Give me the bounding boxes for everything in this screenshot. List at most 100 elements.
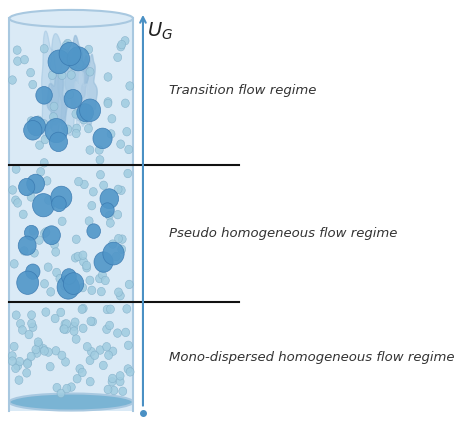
Circle shape: [80, 99, 100, 121]
Circle shape: [46, 363, 54, 371]
Circle shape: [119, 387, 127, 396]
Bar: [9, 18, 133, 411]
Circle shape: [118, 40, 126, 49]
Circle shape: [72, 335, 80, 343]
Circle shape: [116, 378, 124, 386]
Circle shape: [40, 347, 48, 355]
Circle shape: [30, 249, 38, 257]
Circle shape: [118, 245, 126, 254]
Circle shape: [64, 39, 72, 48]
Circle shape: [29, 323, 37, 332]
Circle shape: [126, 368, 134, 376]
Circle shape: [49, 132, 67, 151]
Circle shape: [112, 252, 120, 261]
Circle shape: [40, 159, 48, 167]
Circle shape: [72, 254, 79, 262]
Circle shape: [58, 351, 66, 360]
Circle shape: [16, 357, 24, 366]
Circle shape: [96, 274, 103, 283]
Circle shape: [123, 305, 131, 313]
Circle shape: [87, 317, 95, 326]
Circle shape: [74, 177, 82, 186]
Circle shape: [86, 146, 94, 154]
Circle shape: [42, 228, 50, 236]
Circle shape: [115, 288, 122, 296]
Circle shape: [73, 235, 80, 244]
Circle shape: [13, 46, 21, 54]
Circle shape: [103, 242, 124, 265]
Circle shape: [124, 365, 132, 373]
Circle shape: [96, 156, 104, 164]
Circle shape: [88, 201, 96, 210]
Circle shape: [123, 127, 131, 136]
Circle shape: [45, 196, 53, 204]
Circle shape: [52, 196, 66, 211]
Circle shape: [82, 261, 91, 270]
Circle shape: [32, 345, 40, 354]
Circle shape: [103, 342, 110, 351]
Circle shape: [86, 356, 94, 365]
Circle shape: [89, 187, 97, 196]
Circle shape: [61, 320, 69, 329]
Circle shape: [118, 235, 126, 243]
Circle shape: [95, 146, 103, 154]
Circle shape: [113, 329, 121, 337]
Circle shape: [49, 112, 57, 121]
Circle shape: [34, 116, 42, 124]
Circle shape: [79, 251, 87, 260]
Circle shape: [66, 90, 73, 99]
Circle shape: [85, 45, 93, 54]
Circle shape: [87, 224, 100, 239]
Circle shape: [80, 257, 88, 266]
Circle shape: [109, 347, 117, 356]
Circle shape: [105, 351, 113, 360]
Circle shape: [117, 140, 125, 148]
Circle shape: [44, 348, 52, 356]
Circle shape: [79, 324, 87, 332]
Polygon shape: [42, 31, 59, 138]
Circle shape: [62, 41, 70, 49]
Circle shape: [10, 260, 18, 268]
Circle shape: [124, 341, 132, 350]
Circle shape: [12, 165, 20, 173]
Circle shape: [70, 327, 78, 335]
Circle shape: [73, 375, 81, 383]
Circle shape: [74, 252, 82, 261]
Circle shape: [48, 50, 70, 74]
Circle shape: [75, 60, 83, 69]
Circle shape: [9, 357, 16, 366]
Circle shape: [41, 280, 48, 288]
Circle shape: [40, 45, 48, 53]
Circle shape: [36, 87, 52, 104]
Circle shape: [125, 145, 133, 154]
Circle shape: [41, 135, 49, 144]
Circle shape: [84, 124, 92, 133]
Circle shape: [24, 359, 32, 367]
Circle shape: [117, 42, 125, 51]
Circle shape: [27, 117, 46, 136]
Circle shape: [94, 252, 113, 272]
Circle shape: [27, 311, 36, 319]
Circle shape: [97, 170, 104, 179]
Circle shape: [27, 174, 45, 193]
Circle shape: [86, 67, 94, 76]
Circle shape: [108, 115, 116, 123]
Circle shape: [33, 193, 55, 217]
Circle shape: [15, 376, 23, 384]
Circle shape: [27, 319, 36, 328]
Circle shape: [116, 291, 124, 300]
Circle shape: [80, 180, 88, 189]
Ellipse shape: [9, 393, 133, 411]
Circle shape: [60, 325, 68, 333]
Circle shape: [27, 68, 35, 77]
Circle shape: [60, 324, 68, 333]
Circle shape: [27, 117, 35, 125]
Polygon shape: [73, 70, 88, 127]
Circle shape: [126, 82, 134, 90]
Circle shape: [40, 119, 48, 128]
Circle shape: [67, 47, 90, 71]
Circle shape: [57, 308, 65, 317]
Circle shape: [106, 321, 114, 330]
Circle shape: [57, 389, 65, 398]
Circle shape: [45, 118, 68, 143]
